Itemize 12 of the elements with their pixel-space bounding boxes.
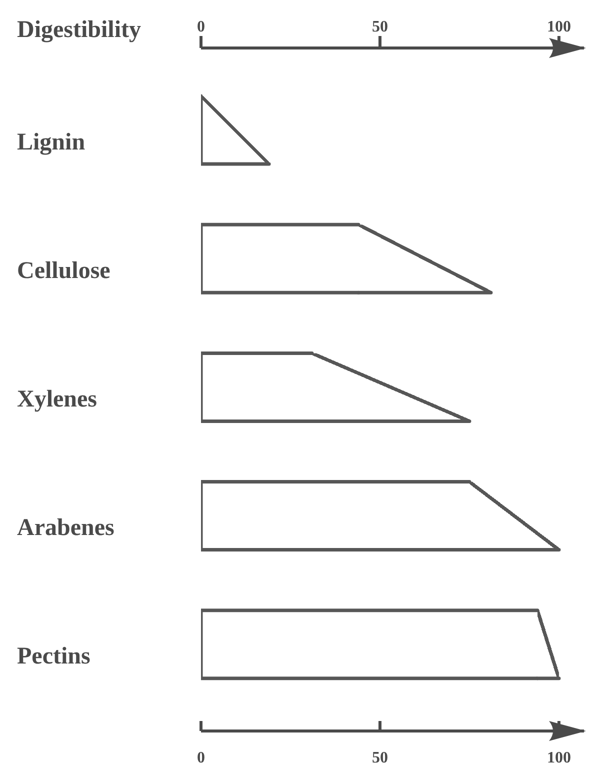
y-tick-label: Pectins bbox=[17, 644, 90, 670]
x2-tick-label: 0 bbox=[197, 18, 205, 36]
x-tick-label: 0 bbox=[197, 750, 205, 766]
x-tick-label: 50 bbox=[372, 750, 388, 766]
y-tick-label: Lignin bbox=[17, 129, 86, 156]
x2-tick-label: 50 bbox=[372, 18, 388, 36]
x-tick-label: 100 bbox=[546, 750, 571, 766]
x2-tick-label: 100 bbox=[546, 18, 571, 36]
y-tick-label: Cellulose bbox=[17, 258, 111, 284]
x2-axis-title: Digestibility bbox=[17, 17, 141, 43]
y-tick-label: Xylenes bbox=[17, 386, 97, 412]
y-tick-label: Arabenes bbox=[17, 515, 114, 542]
